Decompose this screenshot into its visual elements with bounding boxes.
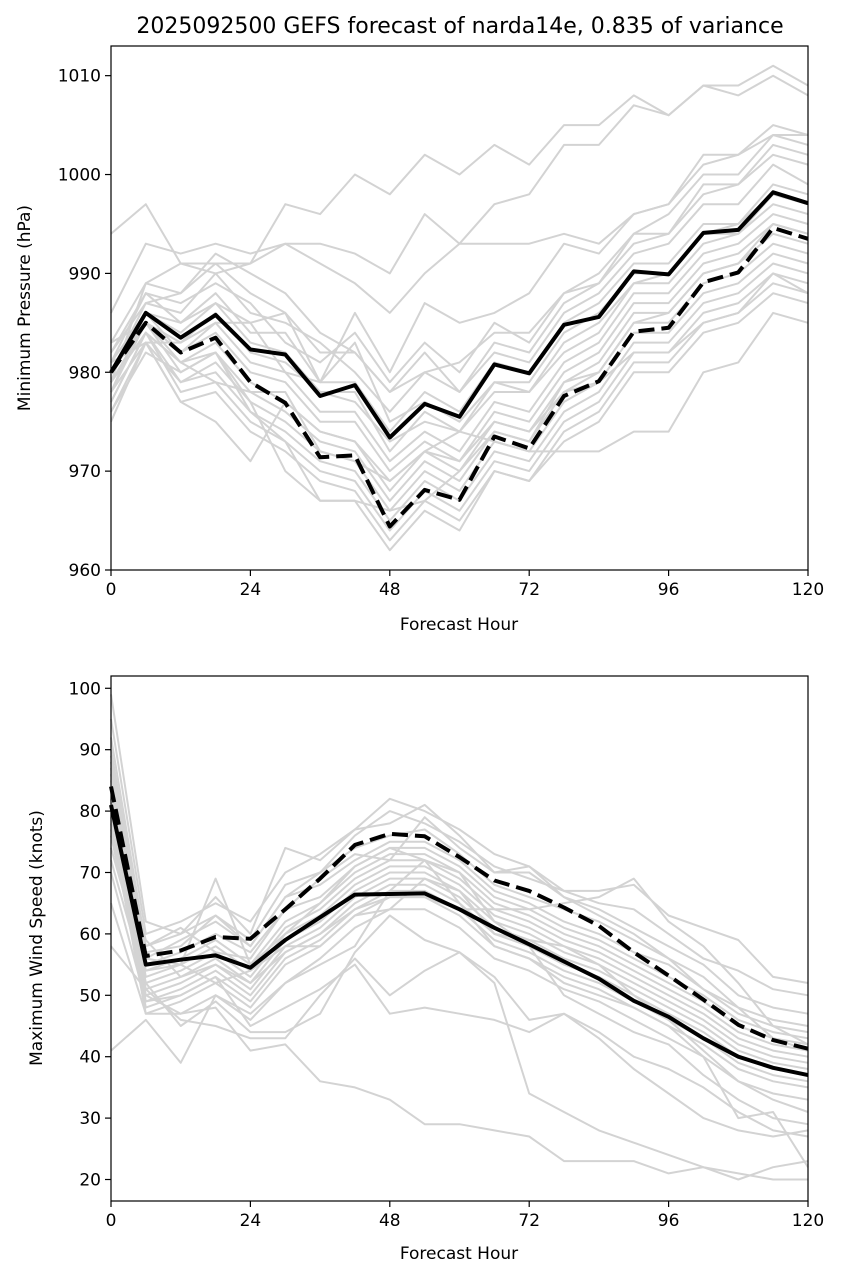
wind-x-axis-label: Forecast Hour (400, 1244, 518, 1264)
wind-ensemble-member-15 (110, 835, 809, 1101)
pressure-y-tick-label: 1010 (58, 67, 101, 87)
pressure-ensemble-member-6 (110, 163, 809, 413)
wind-ensemble-member-14 (110, 823, 809, 1089)
wind-axes-frame (110, 675, 809, 1202)
wind-y-tick-label: 70 (79, 863, 101, 883)
pressure-ensemble-member-14 (110, 252, 809, 512)
wind-y-tick-label: 40 (79, 1048, 101, 1068)
chart-title: 2025092500 GEFS forecast of narda14e, 0.… (136, 14, 783, 39)
pressure-y-tick-label: 990 (69, 264, 101, 284)
wind-y-tick-label: 30 (79, 1109, 101, 1129)
wind-y-tick-label: 60 (79, 925, 101, 945)
pressure-mean-line (109, 190, 809, 440)
wind-x-tick-label: 24 (240, 1211, 262, 1231)
wind-x-tick-label: 48 (379, 1211, 401, 1231)
pressure-ensemble-member-10 (110, 213, 809, 463)
pressure-ensemble-member-23 (110, 272, 809, 482)
wind-x-tick-label: 72 (518, 1211, 540, 1231)
wind-x-tick-label: 0 (106, 1211, 117, 1231)
pressure-x-ticks: 0 24 48 72 96 120 (106, 570, 824, 600)
pressure-y-tick-label: 960 (69, 561, 101, 581)
pressure-reconstruction-line (109, 225, 809, 529)
wind-ensemble-member-4 (110, 749, 809, 1027)
pressure-y-tick-label: 980 (69, 363, 101, 383)
wind-ensemble-member-6 (110, 761, 809, 1040)
pressure-ensemble-member-22 (110, 223, 809, 512)
wind-ensemble-member-22 (110, 816, 809, 1052)
pressure-ensemble-member-17 (110, 282, 809, 542)
pressure-ensemble-member-20 (110, 143, 809, 384)
pressure-x-tick-label: 24 (240, 580, 262, 600)
pressure-axes-frame (110, 45, 809, 571)
pressure-x-tick-label: 48 (379, 580, 401, 600)
pressure-ensemble-member-24 (110, 311, 809, 482)
wind-x-tick-label: 96 (658, 1211, 680, 1231)
wind-ensemble-member-19 (110, 902, 809, 1181)
pressure-x-axis-label: Forecast Hour (400, 615, 518, 635)
wind-ensemble-member-11 (110, 792, 809, 1070)
wind-ensemble-member-5 (110, 755, 809, 1034)
wind-ensemble-member-24 (110, 829, 809, 1113)
pressure-plot-area (109, 64, 809, 552)
wind-y-axis-label: Maximum Wind Speed (knots) (27, 810, 47, 1066)
wind-ensemble-member-1 (110, 694, 809, 984)
wind-mean-line (109, 804, 809, 1078)
wind-ensemble-member-18 (110, 872, 809, 1138)
pressure-x-tick-label: 72 (518, 580, 540, 600)
pressure-y-tick-label: 970 (69, 462, 101, 482)
pressure-panel: 2025092500 GEFS forecast of narda14e, 0.… (15, 14, 824, 635)
wind-ensemble-member-21 (110, 859, 809, 1168)
wind-y-ticks: 20 30 40 50 60 70 80 90 100 (69, 679, 111, 1191)
wind-y-tick-label: 50 (79, 986, 101, 1006)
wind-panel: 0 24 48 72 96 120 20 30 40 50 60 70 80 90 100 Forecas… (27, 675, 824, 1264)
wind-ensemble-member-20 (110, 945, 808, 1181)
wind-x-ticks: 0 24 48 72 96 120 (106, 1201, 824, 1231)
wind-y-tick-label: 20 (79, 1171, 101, 1191)
pressure-ensemble-member-16 (110, 272, 809, 532)
wind-y-tick-label: 100 (69, 679, 101, 699)
pressure-ensemble-member-18 (110, 292, 809, 552)
wind-y-tick-label: 90 (79, 741, 101, 761)
wind-x-tick-label: 120 (792, 1211, 824, 1231)
wind-plot-area (109, 694, 809, 1181)
pressure-ensemble-member-3 (110, 124, 809, 344)
wind-reconstruction-line (109, 786, 809, 1051)
pressure-ensemble-member-19 (110, 134, 808, 393)
wind-y-tick-label: 80 (79, 802, 101, 822)
pressure-y-ticks: 960 970 980 990 1000 1010 (58, 67, 111, 581)
pressure-y-axis-label: Minimum Pressure (hPa) (15, 205, 35, 411)
pressure-x-tick-label: 120 (792, 580, 824, 600)
pressure-ensemble-member-7 (110, 183, 809, 433)
pressure-x-tick-label: 96 (658, 580, 680, 600)
pressure-y-tick-label: 1000 (58, 166, 101, 186)
wind-ensemble-member-16 (110, 846, 809, 1126)
pressure-x-tick-label: 0 (106, 580, 117, 600)
pressure-ensemble-member-4 (110, 134, 809, 393)
